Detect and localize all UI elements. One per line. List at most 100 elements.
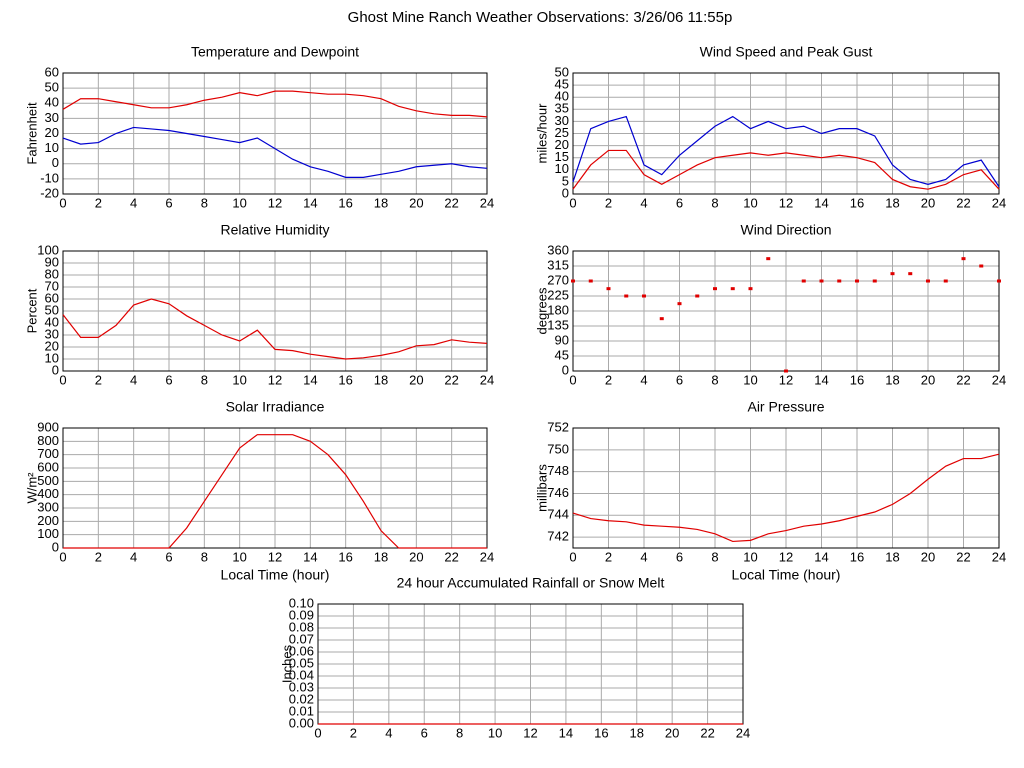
chart-title: Relative Humidity xyxy=(221,222,330,238)
x-tick-label: 2 xyxy=(95,195,102,210)
x-tick-label: 12 xyxy=(268,195,282,210)
x-tick-label: 10 xyxy=(743,195,757,210)
y-tick-label: 300 xyxy=(37,499,59,514)
x-tick-label: 8 xyxy=(201,195,208,210)
chart-title: Air Pressure xyxy=(747,399,824,415)
data-point xyxy=(855,279,859,283)
x-tick-label: 20 xyxy=(409,195,423,210)
data-point xyxy=(695,294,700,298)
x-tick-label: 8 xyxy=(711,195,718,210)
x-tick-label: 6 xyxy=(676,195,683,210)
data-point xyxy=(642,294,646,298)
y-tick-label: 748 xyxy=(547,463,569,478)
y-tick-label: 135 xyxy=(547,317,569,332)
x-tick-label: 0 xyxy=(569,195,576,210)
y-tick-label: 746 xyxy=(547,485,569,500)
x-tick-label: 4 xyxy=(640,549,647,564)
y-tick-label: 0.06 xyxy=(289,643,314,658)
x-tick-label: 20 xyxy=(921,372,935,387)
x-tick-label: 18 xyxy=(885,549,899,564)
y-tick-label: 10 xyxy=(45,350,59,365)
x-tick-label: 18 xyxy=(630,725,644,740)
y-tick-label: 0 xyxy=(562,362,569,377)
x-tick-label: 0 xyxy=(569,549,576,564)
x-tick-label: 0 xyxy=(59,372,66,387)
data-point xyxy=(784,369,788,373)
x-tick-label: 18 xyxy=(374,195,388,210)
x-tick-label: 0 xyxy=(569,372,576,387)
data-point xyxy=(659,317,664,321)
y-tick-label: 50 xyxy=(45,302,59,317)
y-tick-label: 750 xyxy=(547,441,569,456)
y-tick-label: 20 xyxy=(555,137,569,152)
x-tick-label: 12 xyxy=(268,372,282,387)
data-line xyxy=(62,126,488,178)
y-axis-label: Inches xyxy=(279,644,294,683)
x-tick-label: 22 xyxy=(956,549,970,564)
x-tick-label: 20 xyxy=(409,372,423,387)
x-tick-label: 16 xyxy=(338,549,352,564)
y-tick-label: 0.10 xyxy=(289,595,314,610)
data-point xyxy=(837,279,842,283)
x-tick-label: 10 xyxy=(232,195,246,210)
y-tick-label: 20 xyxy=(45,338,59,353)
y-tick-label: 40 xyxy=(555,89,569,104)
x-tick-label: 22 xyxy=(444,372,458,387)
y-tick-label: 360 xyxy=(547,242,569,257)
x-tick-label: 0 xyxy=(59,549,66,564)
x-tick-label: 14 xyxy=(303,195,317,210)
plot-frame xyxy=(62,250,488,372)
x-tick-label: 12 xyxy=(779,549,793,564)
x-tick-label: 18 xyxy=(374,549,388,564)
x-tick-label: 4 xyxy=(640,195,647,210)
data-point xyxy=(624,294,629,298)
x-tick-label: 16 xyxy=(338,195,352,210)
x-tick-label: 22 xyxy=(956,372,970,387)
x-tick-label: 20 xyxy=(921,195,935,210)
chart-title: Solar Irradiance xyxy=(226,399,325,415)
data-point xyxy=(908,272,913,276)
data-point xyxy=(979,264,984,268)
x-tick-label: 24 xyxy=(992,195,1006,210)
x-tick-label: 20 xyxy=(409,549,423,564)
x-tick-label: 8 xyxy=(711,549,718,564)
y-tick-label: 0.07 xyxy=(289,631,314,646)
y-tick-label: 30 xyxy=(555,113,569,128)
x-tick-label: 6 xyxy=(165,372,172,387)
plot-frame xyxy=(62,427,488,549)
x-tick-label: 14 xyxy=(559,725,573,740)
chart-title: Temperature and Dewpoint xyxy=(191,44,359,60)
y-axis-label: degrees xyxy=(534,287,549,334)
x-tick-label: 24 xyxy=(480,372,494,387)
x-tick-label: 4 xyxy=(130,195,137,210)
y-tick-label: 180 xyxy=(547,302,569,317)
x-tick-label: 10 xyxy=(232,372,246,387)
x-tick-label: 10 xyxy=(743,372,757,387)
y-tick-label: 315 xyxy=(547,257,569,272)
y-tick-label: 0.09 xyxy=(289,607,314,622)
x-tick-label: 6 xyxy=(421,725,428,740)
y-tick-label: 0.01 xyxy=(289,703,314,718)
y-tick-label: -20 xyxy=(40,185,59,200)
x-tick-label: 24 xyxy=(736,725,750,740)
data-point xyxy=(890,272,895,276)
x-tick-label: 18 xyxy=(374,372,388,387)
y-axis-label: W/m² xyxy=(24,472,39,504)
data-point xyxy=(766,257,771,261)
chart-title: 24 hour Accumulated Rainfall or Snow Mel… xyxy=(397,575,665,591)
y-tick-label: 752 xyxy=(547,419,569,434)
data-point xyxy=(677,302,682,306)
y-tick-label: 40 xyxy=(45,95,59,110)
data-line xyxy=(572,149,1000,190)
data-line xyxy=(62,298,488,360)
y-tick-label: 20 xyxy=(45,125,59,140)
y-tick-label: 600 xyxy=(37,459,59,474)
x-tick-label: 6 xyxy=(165,549,172,564)
y-tick-label: 90 xyxy=(555,332,569,347)
data-point xyxy=(819,279,824,283)
x-tick-label: 2 xyxy=(95,372,102,387)
y-axis-label: Percent xyxy=(24,288,39,333)
x-tick-label: 20 xyxy=(665,725,679,740)
y-tick-label: 80 xyxy=(45,266,59,281)
